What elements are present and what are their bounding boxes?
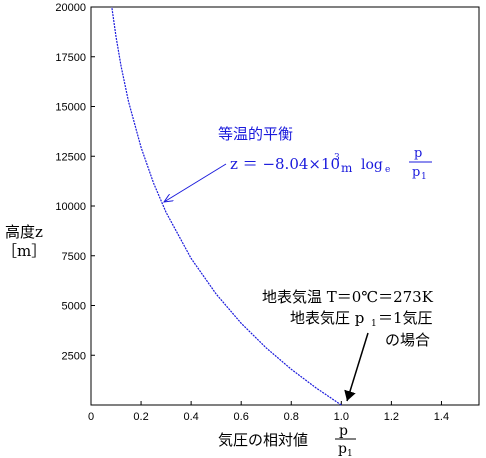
y-axis-label-line1: 高度z xyxy=(5,223,43,241)
x-tick-label: 0.4 xyxy=(183,411,198,423)
x-axis-label: 気圧の相対値 xyxy=(218,431,308,449)
x-tick-label: 0.6 xyxy=(234,411,249,423)
annotation-isothermal-formula-exponent: 3 xyxy=(334,153,340,163)
y-tick-label: 10000 xyxy=(55,201,86,213)
annotation-surface-line3: の場合 xyxy=(385,331,430,349)
annotation-surface-line1: 地表気温 T＝0℃＝273K xyxy=(262,288,434,306)
x-tick-label: 0.8 xyxy=(284,411,299,423)
annotation-isothermal-formula: z ＝ −8.04×10 xyxy=(230,155,340,173)
y-tick-label: 12500 xyxy=(55,151,86,163)
annotation-isothermal-fraction-numerator: p xyxy=(414,146,422,161)
x-axis-label-fraction-numerator: p xyxy=(339,423,348,439)
y-tick-label: 20000 xyxy=(55,2,86,14)
x-tick-label: 1.0 xyxy=(334,411,349,423)
y-tick-label: 2500 xyxy=(62,350,86,362)
annotation-surface-line2-suffix: ＝1気圧 xyxy=(378,309,433,327)
x-tick-label: 0.2 xyxy=(133,411,148,423)
x-tick-label: 1.2 xyxy=(384,411,399,423)
y-tick-label: 17500 xyxy=(55,52,86,64)
annotation-surface-line2-sub: 1 xyxy=(371,319,377,329)
annotation-isothermal-fraction-denominator-sub: 1 xyxy=(421,172,427,182)
annotation-isothermal-title: 等温的平衡 xyxy=(218,125,293,143)
y-axis-label-line2: ［m］ xyxy=(2,242,46,260)
annotation-surface-line2: 地表気圧 p xyxy=(290,309,364,327)
x-axis-ticks: 0 0.2 0.4 0.6 0.8 1.0 1.2 1.4 xyxy=(88,401,449,423)
y-axis-ticks: 2500 5000 7500 10000 12500 15000 17500 20000 xyxy=(55,2,95,362)
x-tick-label: 1.4 xyxy=(434,411,449,423)
annotation-isothermal-arrow xyxy=(164,163,227,202)
annotation-isothermal-fraction-denominator: p xyxy=(412,165,420,180)
x-axis-label-fraction-denominator: p xyxy=(338,441,347,457)
series-line-isothermal xyxy=(111,6,342,406)
x-axis-label-fraction-denominator-sub: 1 xyxy=(347,449,353,458)
annotation-isothermal-formula-log-base: e xyxy=(385,165,390,175)
annotation-surface-arrow xyxy=(344,332,369,402)
y-tick-label: 15000 xyxy=(55,102,86,114)
y-tick-label: 7500 xyxy=(62,251,86,263)
y-tick-label: 5000 xyxy=(62,301,86,313)
annotation-isothermal-formula-log: log xyxy=(361,157,383,173)
annotation-isothermal-formula-unit: m xyxy=(341,161,353,175)
x-tick-label: 0 xyxy=(88,411,94,423)
